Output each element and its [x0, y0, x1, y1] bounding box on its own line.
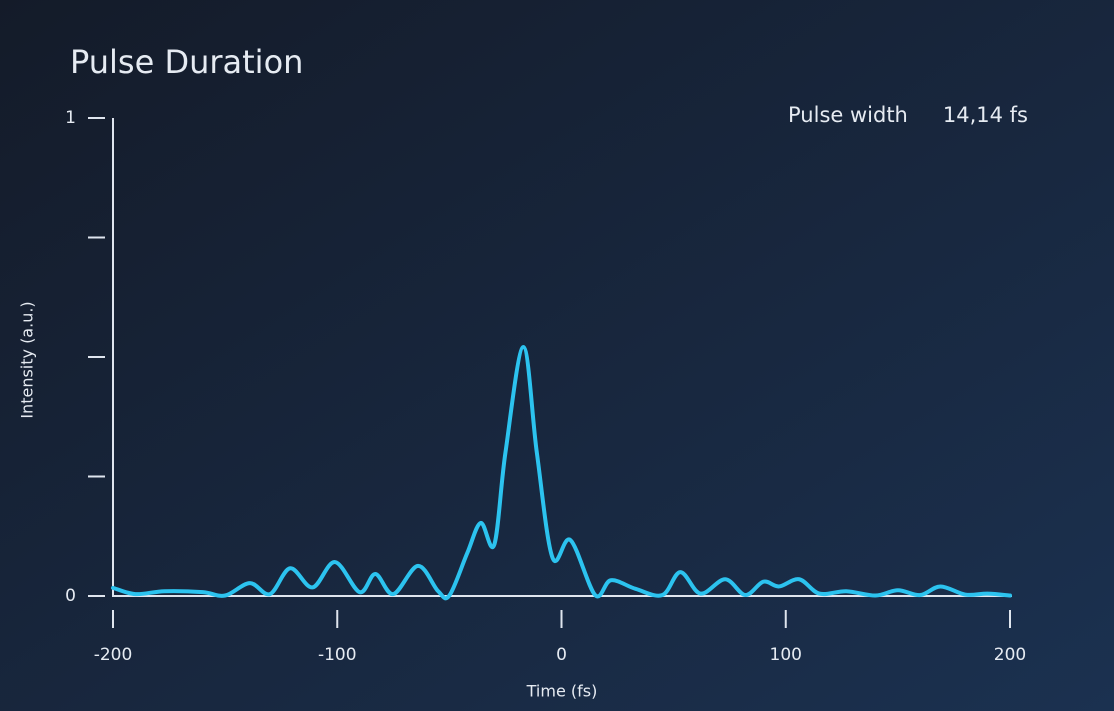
y-tick-label: 1: [65, 108, 76, 128]
x-tick-label: 0: [556, 645, 567, 665]
x-tick-label: 100: [770, 645, 802, 665]
y-tick-label: 0: [65, 586, 76, 606]
x-tick-label: -100: [318, 645, 357, 665]
y-axis-title: Intensity (a.u.): [18, 301, 37, 418]
annotation-value: 14,14 fs: [943, 103, 1028, 127]
x-tick-label: -200: [94, 645, 133, 665]
line-series: [111, 344, 1012, 601]
x-axis-title: Time (fs): [526, 682, 598, 701]
annotation-label: Pulse width: [788, 103, 908, 127]
x-tick-label: 200: [994, 645, 1026, 665]
chart-title: Pulse Duration: [70, 43, 303, 81]
